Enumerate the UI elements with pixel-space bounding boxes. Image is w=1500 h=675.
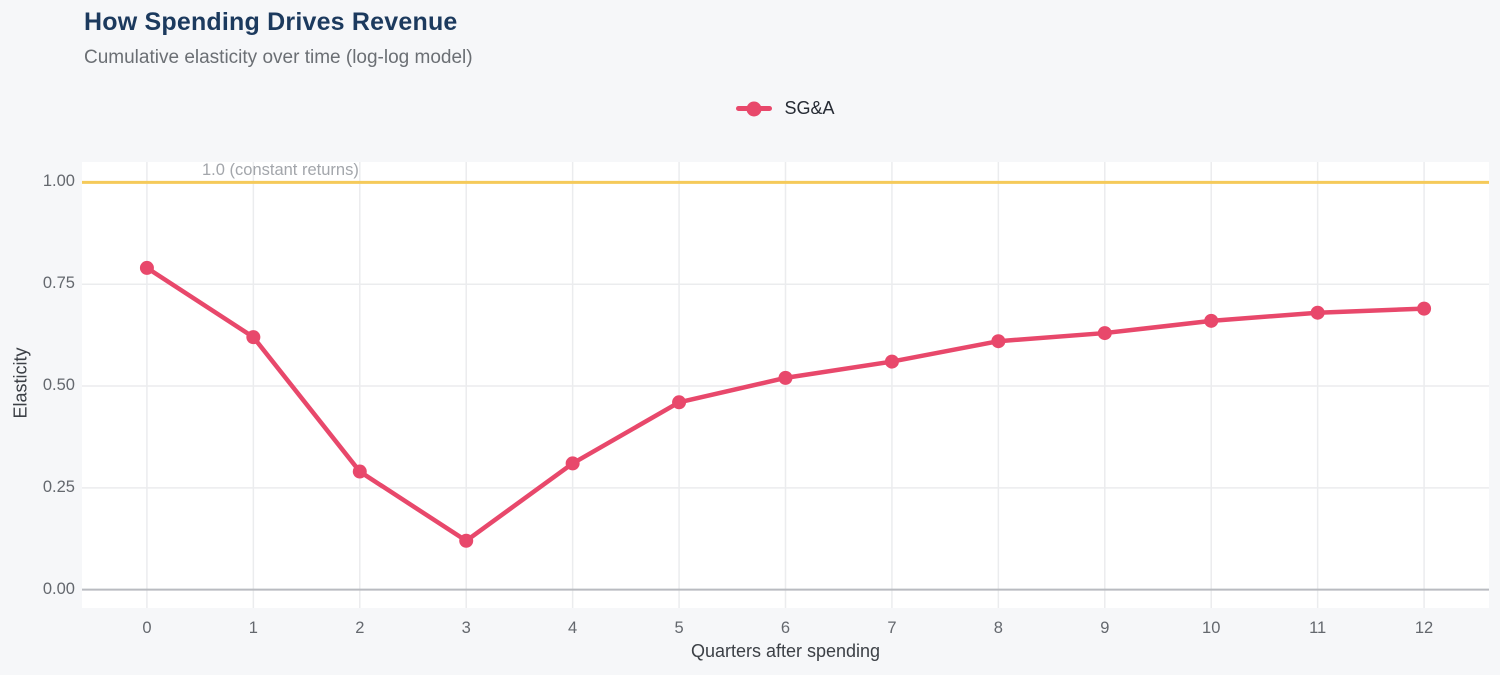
- plot-area: [82, 162, 1489, 608]
- y-tick-label: 0.75: [42, 274, 75, 293]
- legend-series-line-icon: [736, 101, 773, 116]
- x-tick-label: 5: [674, 619, 684, 637]
- chart-subtitle: Cumulative elasticity over time (log-log…: [84, 47, 473, 68]
- data-point-marker: [991, 334, 1006, 349]
- x-tick-label: 0: [142, 619, 152, 637]
- data-point-marker: [459, 533, 474, 548]
- data-point-marker: [246, 330, 261, 345]
- x-tick-label: 11: [1309, 619, 1327, 637]
- x-axis-title: Quarters after spending: [690, 641, 881, 661]
- x-tick-label: 6: [780, 619, 791, 637]
- x-tick-label: 7: [887, 619, 897, 637]
- line-chart-svg: [82, 162, 1489, 608]
- chart-title: How Spending Drives Revenue: [84, 8, 458, 36]
- legend-series-dot-icon: [746, 101, 762, 116]
- y-tick-label: 0.25: [42, 477, 75, 496]
- data-point-marker: [565, 456, 580, 471]
- data-point-marker: [1417, 301, 1432, 316]
- y-tick-label: 0.00: [42, 579, 75, 598]
- x-tick-label: 9: [1100, 619, 1110, 637]
- data-point-marker: [352, 464, 367, 479]
- x-tick-label: 8: [993, 619, 1003, 637]
- data-point-marker: [1097, 326, 1112, 341]
- x-tick-label: 2: [355, 619, 365, 637]
- y-tick-label: 1.00: [42, 172, 75, 191]
- data-point-marker: [672, 395, 687, 410]
- x-tick-label: 12: [1414, 619, 1434, 637]
- data-point-marker: [1310, 305, 1325, 320]
- y-tick-label: 0.50: [42, 376, 75, 395]
- data-point-marker: [778, 370, 793, 385]
- legend-label: SG&A: [784, 98, 835, 118]
- data-point-marker: [1204, 313, 1219, 328]
- x-tick-label: 3: [461, 619, 471, 637]
- legend[interactable]: SG&A: [82, 98, 1489, 119]
- reference-line-label: 1.0 (constant returns): [202, 161, 359, 180]
- x-tick-label: 10: [1202, 619, 1221, 637]
- y-axis-title: Elasticity: [10, 347, 31, 419]
- data-point-marker: [139, 260, 154, 275]
- data-point-marker: [884, 354, 899, 369]
- x-tick-label: 4: [568, 619, 578, 637]
- x-tick-label: 1: [248, 619, 258, 637]
